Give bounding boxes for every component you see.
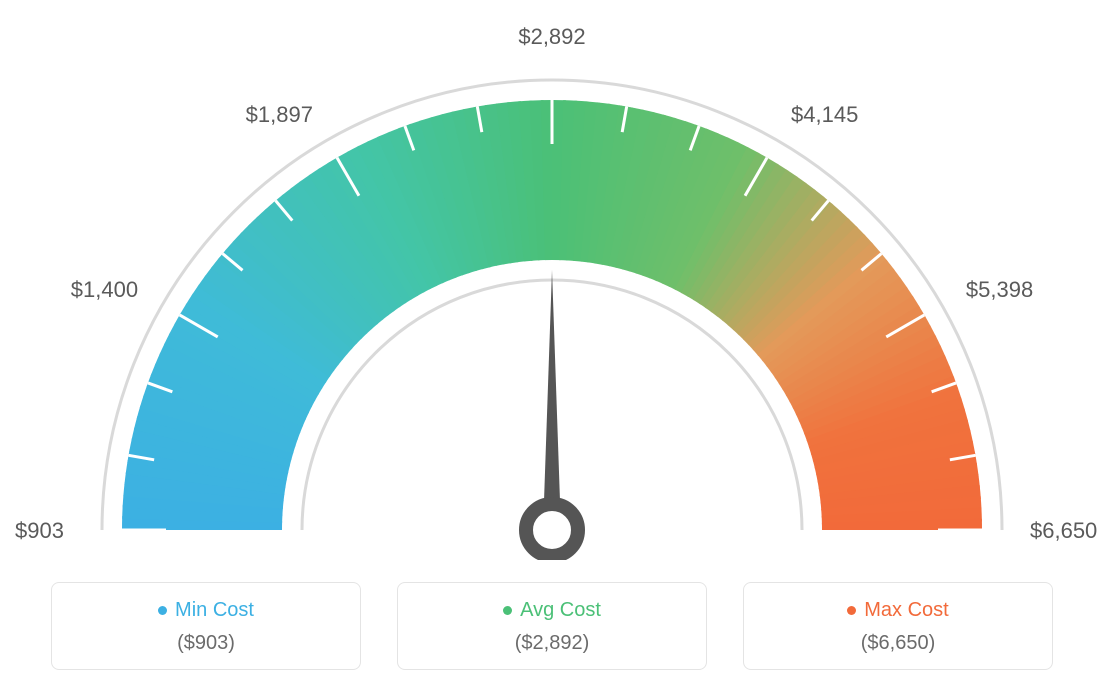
gauge-tick-label: $5,398	[966, 277, 1056, 303]
gauge-tick-label: $1,897	[233, 102, 313, 128]
legend-value-max: ($6,650)	[754, 632, 1042, 655]
legend-title-min: Min Cost	[158, 599, 254, 622]
legend-row: Min Cost ($903) Avg Cost ($2,892) Max Co…	[0, 582, 1104, 670]
gauge-svg	[0, 0, 1104, 560]
gauge-tick-label: $6,650	[1030, 518, 1104, 544]
legend-title-avg: Avg Cost	[503, 599, 601, 622]
gauge-tick-label: $4,145	[791, 102, 881, 128]
legend-card-avg: Avg Cost ($2,892)	[397, 582, 707, 670]
legend-dot-avg	[503, 606, 512, 615]
legend-dot-min	[158, 606, 167, 615]
gauge-tick-label: $903	[0, 518, 64, 544]
legend-value-min: ($903)	[62, 632, 350, 655]
legend-title-max: Max Cost	[847, 599, 948, 622]
legend-value-avg: ($2,892)	[408, 632, 696, 655]
gauge-chart: $903 $1,400 $1,897 $2,892 $4,145 $5,398 $6,650	[0, 0, 1104, 560]
legend-dot-max	[847, 606, 856, 615]
legend-label-min: Min Cost	[175, 599, 254, 622]
gauge-tick-label: $2,892	[507, 24, 597, 50]
legend-card-max: Max Cost ($6,650)	[743, 582, 1053, 670]
legend-card-min: Min Cost ($903)	[51, 582, 361, 670]
legend-label-max: Max Cost	[864, 599, 948, 622]
legend-label-avg: Avg Cost	[520, 599, 601, 622]
gauge-tick-label: $1,400	[58, 277, 138, 303]
